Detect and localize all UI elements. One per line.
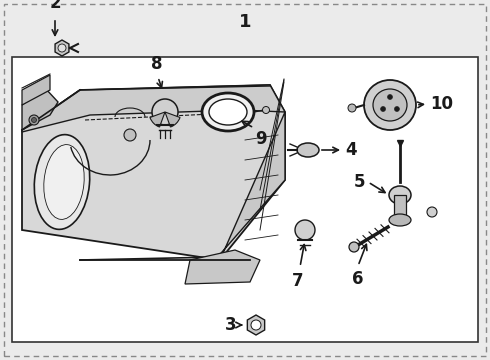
Circle shape — [388, 94, 392, 99]
Circle shape — [263, 107, 270, 113]
Text: 1: 1 — [239, 13, 251, 31]
Text: 2: 2 — [49, 0, 61, 12]
Circle shape — [381, 107, 386, 112]
Polygon shape — [215, 112, 285, 260]
Text: 9: 9 — [255, 130, 267, 148]
Polygon shape — [22, 85, 285, 260]
Circle shape — [31, 117, 36, 122]
Circle shape — [348, 104, 356, 112]
Ellipse shape — [202, 93, 254, 131]
Text: 7: 7 — [292, 272, 304, 290]
Circle shape — [124, 129, 136, 141]
Ellipse shape — [389, 186, 411, 204]
Bar — [394, 195, 406, 220]
Polygon shape — [22, 85, 285, 132]
Ellipse shape — [44, 145, 84, 219]
Polygon shape — [185, 250, 260, 284]
Ellipse shape — [297, 143, 319, 157]
Polygon shape — [22, 75, 50, 105]
Ellipse shape — [349, 242, 359, 252]
Text: 4: 4 — [345, 141, 357, 159]
Text: 8: 8 — [151, 55, 163, 73]
Text: 10: 10 — [430, 95, 453, 113]
Text: 6: 6 — [352, 270, 364, 288]
Ellipse shape — [364, 80, 416, 130]
Text: 5: 5 — [353, 173, 365, 191]
Ellipse shape — [389, 214, 411, 226]
Circle shape — [152, 99, 178, 125]
Ellipse shape — [373, 89, 407, 121]
Circle shape — [295, 220, 315, 240]
Ellipse shape — [209, 99, 247, 125]
Circle shape — [29, 115, 39, 125]
Circle shape — [427, 207, 437, 217]
Text: 3: 3 — [224, 316, 236, 334]
Bar — [12, 57, 478, 342]
Circle shape — [251, 320, 261, 330]
Circle shape — [394, 107, 399, 112]
Wedge shape — [150, 112, 165, 127]
Wedge shape — [165, 112, 180, 127]
Ellipse shape — [34, 135, 90, 229]
Polygon shape — [22, 88, 58, 130]
Circle shape — [58, 44, 66, 52]
